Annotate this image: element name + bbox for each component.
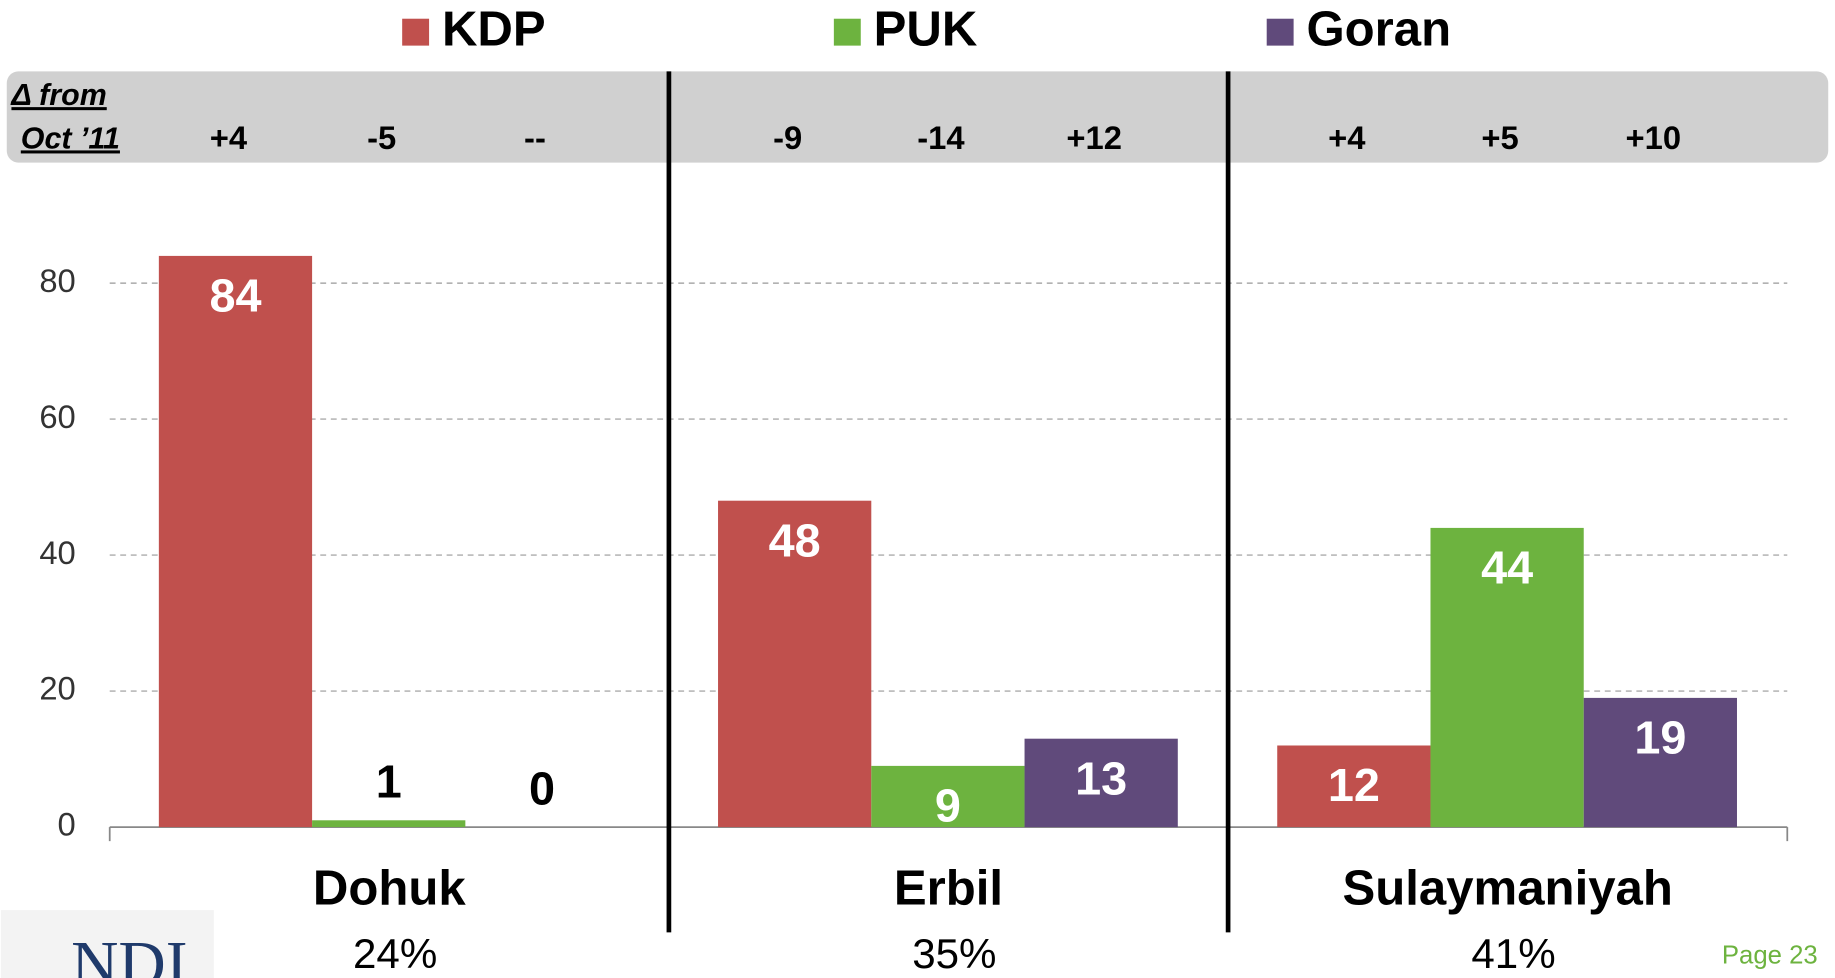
delta-value: -- xyxy=(524,119,546,156)
delta-value: +4 xyxy=(210,119,248,156)
delta-label: Δ from xyxy=(10,78,106,112)
delta-value: +4 xyxy=(1328,119,1366,156)
delta-value: +5 xyxy=(1481,119,1518,156)
legend-swatch xyxy=(833,18,861,46)
value-label: 9 xyxy=(935,780,961,832)
y-tick-label: 20 xyxy=(39,670,75,707)
bar xyxy=(312,820,466,828)
delta-value: +12 xyxy=(1066,119,1122,156)
delta-value: -9 xyxy=(773,119,802,156)
value-label: 12 xyxy=(1328,759,1380,811)
value-label: 13 xyxy=(1075,752,1127,804)
delta-label: Oct ’11 xyxy=(21,121,120,155)
delta-value: -14 xyxy=(917,119,965,156)
delta-value: -5 xyxy=(367,119,396,156)
value-label: 0 xyxy=(529,762,555,814)
bar xyxy=(1430,527,1584,828)
page-number: Page 23 xyxy=(1722,942,1818,970)
bar xyxy=(1583,697,1737,828)
logo-box xyxy=(0,910,214,978)
logo: NDI xyxy=(71,929,187,978)
y-tick-label: 80 xyxy=(39,262,75,299)
delta-value: +10 xyxy=(1626,119,1682,156)
bar xyxy=(158,255,313,828)
value-label: 48 xyxy=(769,514,821,566)
category-share: 24% xyxy=(353,930,437,977)
value-label: 44 xyxy=(1481,542,1533,594)
legend-label: KDP xyxy=(442,3,546,57)
value-label: 1 xyxy=(376,756,402,808)
y-tick-label: 40 xyxy=(39,534,75,571)
x-tick-label: Dohuk xyxy=(313,861,466,915)
x-tick-label: Erbil xyxy=(894,861,1003,915)
value-label: 19 xyxy=(1634,712,1686,764)
legend-swatch xyxy=(1266,18,1294,46)
bar xyxy=(718,500,872,828)
legend-label: PUK xyxy=(874,3,978,57)
y-tick-label: 0 xyxy=(58,806,76,843)
category-share: 35% xyxy=(912,930,996,977)
legend-swatch xyxy=(402,18,430,46)
delta-band xyxy=(6,71,1829,163)
legend-label: Goran xyxy=(1306,3,1451,57)
category-share: 41% xyxy=(1471,930,1555,977)
y-tick-label: 60 xyxy=(39,398,75,435)
value-label: 84 xyxy=(209,270,261,322)
x-tick-label: Sulaymaniyah xyxy=(1343,861,1673,915)
bar xyxy=(1277,745,1431,828)
bar xyxy=(871,765,1025,828)
bar xyxy=(1024,738,1178,828)
